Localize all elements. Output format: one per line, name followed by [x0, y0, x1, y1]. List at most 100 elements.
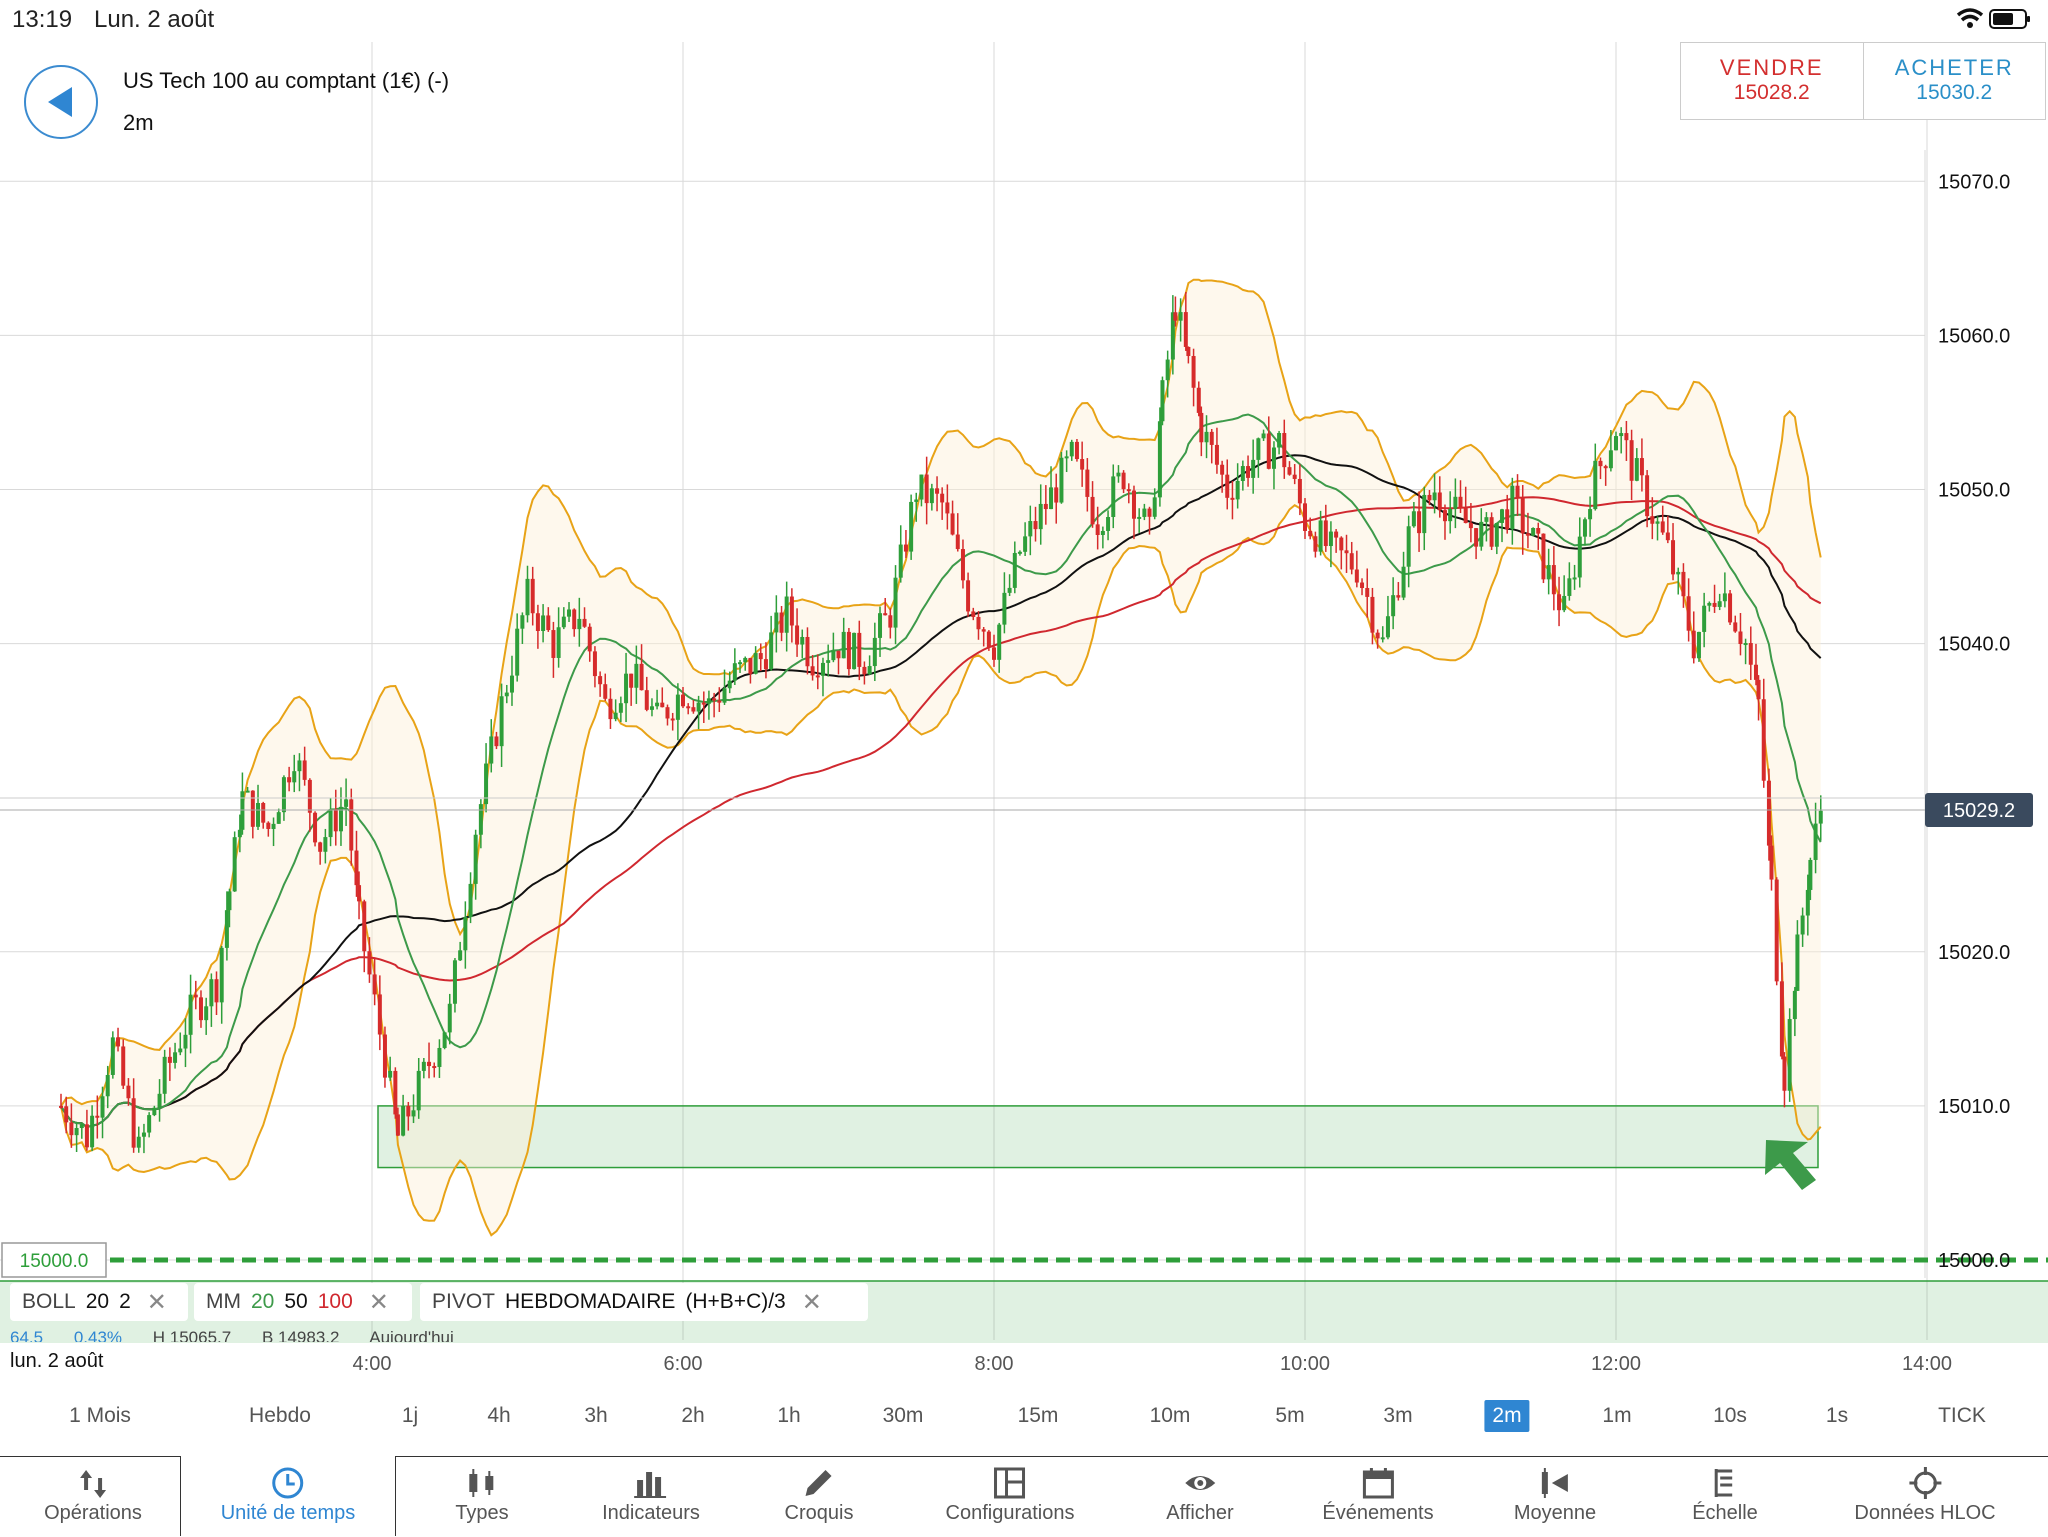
info-pct: 0.43%: [73, 1328, 123, 1342]
candle-body: [577, 618, 582, 630]
back-button[interactable]: [24, 65, 98, 139]
toolbar-échelle[interactable]: Échelle: [1692, 1456, 1758, 1536]
candle-body: [209, 979, 214, 1007]
candle-body: [1225, 474, 1230, 498]
remove-pivot-icon[interactable]: ✕: [801, 1288, 822, 1316]
candle-body: [1313, 536, 1318, 552]
candle-body: [1191, 356, 1196, 388]
toolbar-indicateurs[interactable]: Indicateurs: [602, 1456, 700, 1536]
candle-body: [1256, 438, 1261, 460]
candle-body: [1090, 496, 1095, 525]
candle-body: [344, 799, 349, 807]
candle-body: [872, 637, 877, 667]
candle-body: [691, 707, 696, 712]
candle-body: [302, 760, 307, 780]
price-chart[interactable]: 15000.0 15070.0 15060.0 15050.0 15040.0 1502…: [0, 0, 2048, 1380]
remove-boll-icon[interactable]: ✕: [146, 1288, 167, 1316]
timeframe-tick[interactable]: TICK: [1938, 1404, 1986, 1427]
candle-body: [929, 488, 934, 504]
toolbar-croquis[interactable]: Croquis: [785, 1456, 853, 1536]
toolbar-configurations[interactable]: Configurations: [946, 1456, 1074, 1536]
info-period: Aujourd'hui: [369, 1328, 454, 1342]
toolbar-label: Données HLOC: [1854, 1502, 1996, 1524]
timeframe-2m[interactable]: 2m: [1484, 1400, 1530, 1432]
toolbar-événements[interactable]: Événements: [1322, 1456, 1434, 1536]
candle-body: [1728, 593, 1733, 623]
candle-body: [1126, 489, 1131, 492]
candle-body: [250, 790, 255, 827]
indicator-boll[interactable]: BOLL 20 2 ✕: [10, 1283, 188, 1321]
candle-body: [105, 1074, 110, 1097]
pivot-formula: (H+B+C)/3: [685, 1290, 786, 1313]
timeframe-hebdo[interactable]: Hebdo: [249, 1404, 311, 1427]
timeframe-4h[interactable]: 4h: [487, 1404, 511, 1427]
toolbar-données-hloc[interactable]: Données HLOC: [1854, 1456, 1996, 1536]
pivot-period: HEBDOMADAIRE: [505, 1290, 676, 1313]
candle-body: [1318, 520, 1323, 552]
average-icon: [1542, 1468, 1568, 1498]
candle-body: [701, 702, 706, 705]
timeframe-1-mois[interactable]: 1 Mois: [69, 1404, 131, 1427]
candle-body: [131, 1098, 136, 1148]
timeframe-30m[interactable]: 30m: [882, 1404, 924, 1427]
candle-body: [372, 974, 377, 995]
candle-body: [655, 702, 660, 707]
candle-body: [613, 712, 618, 720]
candle-body: [318, 842, 323, 852]
timeframe-10s[interactable]: 10s: [1713, 1404, 1747, 1427]
candle-body: [484, 763, 489, 805]
candle-body: [1380, 637, 1385, 640]
back-arrow-icon: [48, 87, 72, 117]
timeframe-1h[interactable]: 1h: [777, 1404, 801, 1427]
indicator-pivot[interactable]: PIVOT HEBDOMADAIRE (H+B+C)/3 ✕: [420, 1283, 868, 1321]
timeframe-2h[interactable]: 2h: [681, 1404, 705, 1427]
candle-body: [608, 698, 613, 720]
timeframe-3h[interactable]: 3h: [584, 1404, 608, 1427]
toolbar-unité-de-temps[interactable]: Unité de temps: [221, 1456, 355, 1536]
indicator-mm[interactable]: MM 20 50 100 ✕: [194, 1283, 412, 1321]
buy-label: ACHETER: [1894, 55, 2014, 80]
timeframe-1s[interactable]: 1s: [1825, 1404, 1849, 1427]
remove-mm-icon[interactable]: ✕: [368, 1288, 389, 1316]
info-change: 64.5: [10, 1328, 44, 1342]
timeframe-10m[interactable]: 10m: [1149, 1404, 1191, 1427]
candle-body: [167, 1056, 172, 1063]
toolbar-types[interactable]: Types: [455, 1456, 509, 1536]
candle-body: [1240, 466, 1245, 481]
candle-body: [219, 947, 224, 1003]
candle-body: [1707, 602, 1712, 606]
candle-body: [805, 636, 810, 667]
candle-body: [1043, 503, 1048, 510]
buy-button[interactable]: ACHETER 15030.2: [1862, 43, 2046, 119]
candle-body: [173, 1052, 178, 1063]
candle-body: [1717, 601, 1722, 607]
candle-body: [852, 632, 857, 670]
candle-body: [489, 736, 494, 764]
candle-body: [789, 596, 794, 626]
sell-button[interactable]: VENDRE 15028.2: [1681, 43, 1863, 119]
candle-body: [1059, 457, 1064, 503]
candle-body: [437, 1047, 442, 1067]
candle-body: [748, 657, 753, 674]
candle-body: [1557, 594, 1562, 611]
timeframe-15m[interactable]: 15m: [1017, 1404, 1059, 1427]
candle-body: [675, 694, 680, 720]
timeframe-3m[interactable]: 3m: [1383, 1404, 1413, 1427]
candle-body: [935, 488, 940, 494]
candle-body: [779, 612, 784, 633]
candle-body: [1660, 521, 1665, 533]
toolbar-moyenne[interactable]: Moyenne: [1514, 1456, 1596, 1536]
candle-body: [1650, 516, 1655, 524]
timeframe-1m[interactable]: 1m: [1602, 1404, 1632, 1427]
candle-body: [820, 662, 825, 676]
toolbar-afficher[interactable]: Afficher: [1166, 1456, 1234, 1536]
candle-body: [1787, 1019, 1792, 1091]
timeframe-1j[interactable]: 1j: [401, 1404, 419, 1427]
timeframe-5m[interactable]: 5m: [1275, 1404, 1305, 1427]
candle-body: [1173, 312, 1178, 321]
status-bar: 13:19 Lun. 2 août: [0, 0, 2048, 40]
candle-body: [795, 625, 800, 645]
toolbar-opérations[interactable]: Opérations: [44, 1456, 142, 1536]
candle-body: [909, 501, 914, 552]
candle-body: [1054, 487, 1059, 503]
